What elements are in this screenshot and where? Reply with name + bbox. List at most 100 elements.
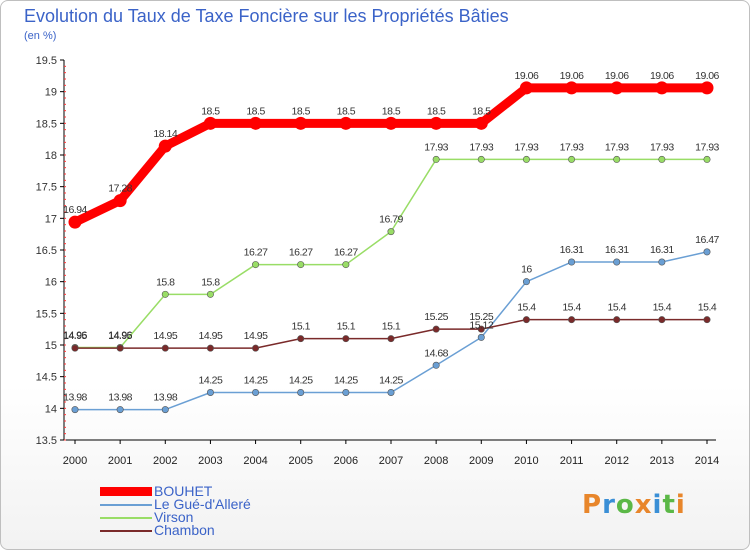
data-label: 18.14 — [153, 128, 177, 140]
x-tick-label: 2009 — [469, 455, 493, 467]
data-point — [384, 116, 398, 130]
data-label: 14.95 — [153, 330, 177, 342]
data-label: 14.95 — [244, 330, 268, 342]
data-label: 17.93 — [650, 141, 674, 153]
data-label: 19.06 — [650, 70, 674, 82]
data-point — [522, 316, 530, 324]
data-label: 16.27 — [289, 247, 313, 259]
legend-swatch — [100, 530, 152, 532]
data-point — [658, 316, 666, 324]
data-point — [477, 333, 485, 341]
data-point — [161, 406, 169, 414]
logo-letter: t — [662, 490, 676, 520]
data-point — [339, 116, 353, 130]
data-label: 19.06 — [560, 70, 584, 82]
data-label: 17.93 — [560, 141, 584, 153]
data-point — [294, 116, 308, 130]
y-tick-label: 14.5 — [36, 372, 57, 384]
logo-letter: o — [615, 490, 635, 520]
legend-label: Le Gué-d'Alleré — [154, 496, 251, 512]
x-tick-label: 2008 — [424, 455, 448, 467]
data-point — [387, 335, 395, 343]
data-label: 15.4 — [698, 302, 717, 314]
data-label: 14.95 — [199, 330, 223, 342]
data-point — [703, 248, 711, 256]
data-point — [206, 290, 214, 298]
data-point — [252, 344, 260, 352]
data-point — [522, 278, 530, 286]
legend-label: Chambon — [154, 522, 215, 538]
data-point — [71, 406, 79, 414]
data-point — [474, 116, 488, 130]
data-label: 14.25 — [289, 375, 313, 387]
x-tick-label: 2006 — [334, 455, 358, 467]
data-label: 19.06 — [605, 70, 629, 82]
data-label: 15.25 — [424, 311, 448, 323]
data-label: 15.8 — [156, 276, 175, 288]
proxiti-logo: Proxiti — [582, 490, 686, 520]
data-label: 16.27 — [334, 247, 358, 259]
x-tick-label: 2012 — [604, 455, 628, 467]
data-point — [519, 81, 533, 95]
data-label: 14.68 — [424, 347, 448, 359]
data-point — [568, 316, 576, 324]
data-label: 18.5 — [246, 105, 265, 117]
y-tick-label: 18 — [45, 150, 57, 162]
x-tick-label: 2013 — [650, 455, 674, 467]
data-label: 16.31 — [560, 244, 584, 256]
data-point — [342, 261, 350, 269]
data-point — [432, 325, 440, 333]
data-label: 14.95 — [63, 330, 87, 342]
data-label: 16 — [521, 264, 532, 276]
legend-swatch — [100, 504, 152, 506]
x-tick-label: 2007 — [379, 455, 403, 467]
y-tick-label: 13.5 — [36, 435, 57, 447]
x-tick-label: 2002 — [153, 455, 177, 467]
data-point — [613, 155, 621, 163]
x-tick-label: 2001 — [108, 455, 132, 467]
data-label: 15.1 — [291, 321, 310, 333]
data-point — [655, 81, 669, 95]
chart-title: Evolution du Taux de Taxe Foncière sur l… — [24, 6, 509, 26]
y-tick-label: 17.5 — [36, 182, 57, 194]
data-point — [297, 335, 305, 343]
x-tick-label: 2010 — [514, 455, 538, 467]
data-point — [703, 316, 711, 324]
data-point — [161, 344, 169, 352]
data-label: 18.5 — [472, 105, 491, 117]
logo-letter: r — [602, 490, 616, 520]
data-label: 16.31 — [650, 244, 674, 256]
data-point — [203, 116, 217, 130]
data-point — [387, 228, 395, 236]
data-label: 16.94 — [63, 204, 87, 216]
data-point — [158, 139, 172, 153]
y-tick-label: 16.5 — [36, 245, 57, 257]
data-label: 18.5 — [337, 105, 356, 117]
data-label: 14.96 — [63, 330, 87, 342]
data-point — [68, 215, 82, 229]
data-label: 19.06 — [695, 70, 719, 82]
chart-unit: (en %) — [24, 30, 57, 42]
data-point — [658, 155, 666, 163]
data-point — [206, 344, 214, 352]
logo-letter: i — [652, 490, 663, 520]
data-point — [613, 258, 621, 266]
data-point — [522, 155, 530, 163]
data-point — [252, 261, 260, 269]
data-point — [297, 388, 305, 396]
data-label: 13.98 — [153, 392, 177, 404]
data-label: 13.98 — [108, 392, 132, 404]
data-label: 17.93 — [424, 141, 448, 153]
data-label: 16.79 — [379, 214, 403, 226]
data-label: 18.5 — [201, 105, 220, 117]
data-label: 15.1 — [382, 321, 401, 333]
data-label: 15.25 — [469, 311, 493, 323]
data-label: 14.25 — [244, 375, 268, 387]
y-tick-label: 17 — [45, 213, 57, 225]
data-point — [703, 155, 711, 163]
y-tick-label: 16 — [45, 277, 57, 289]
data-point — [342, 388, 350, 396]
y-tick-label: 15 — [45, 340, 57, 352]
data-label: 15.1 — [337, 321, 356, 333]
